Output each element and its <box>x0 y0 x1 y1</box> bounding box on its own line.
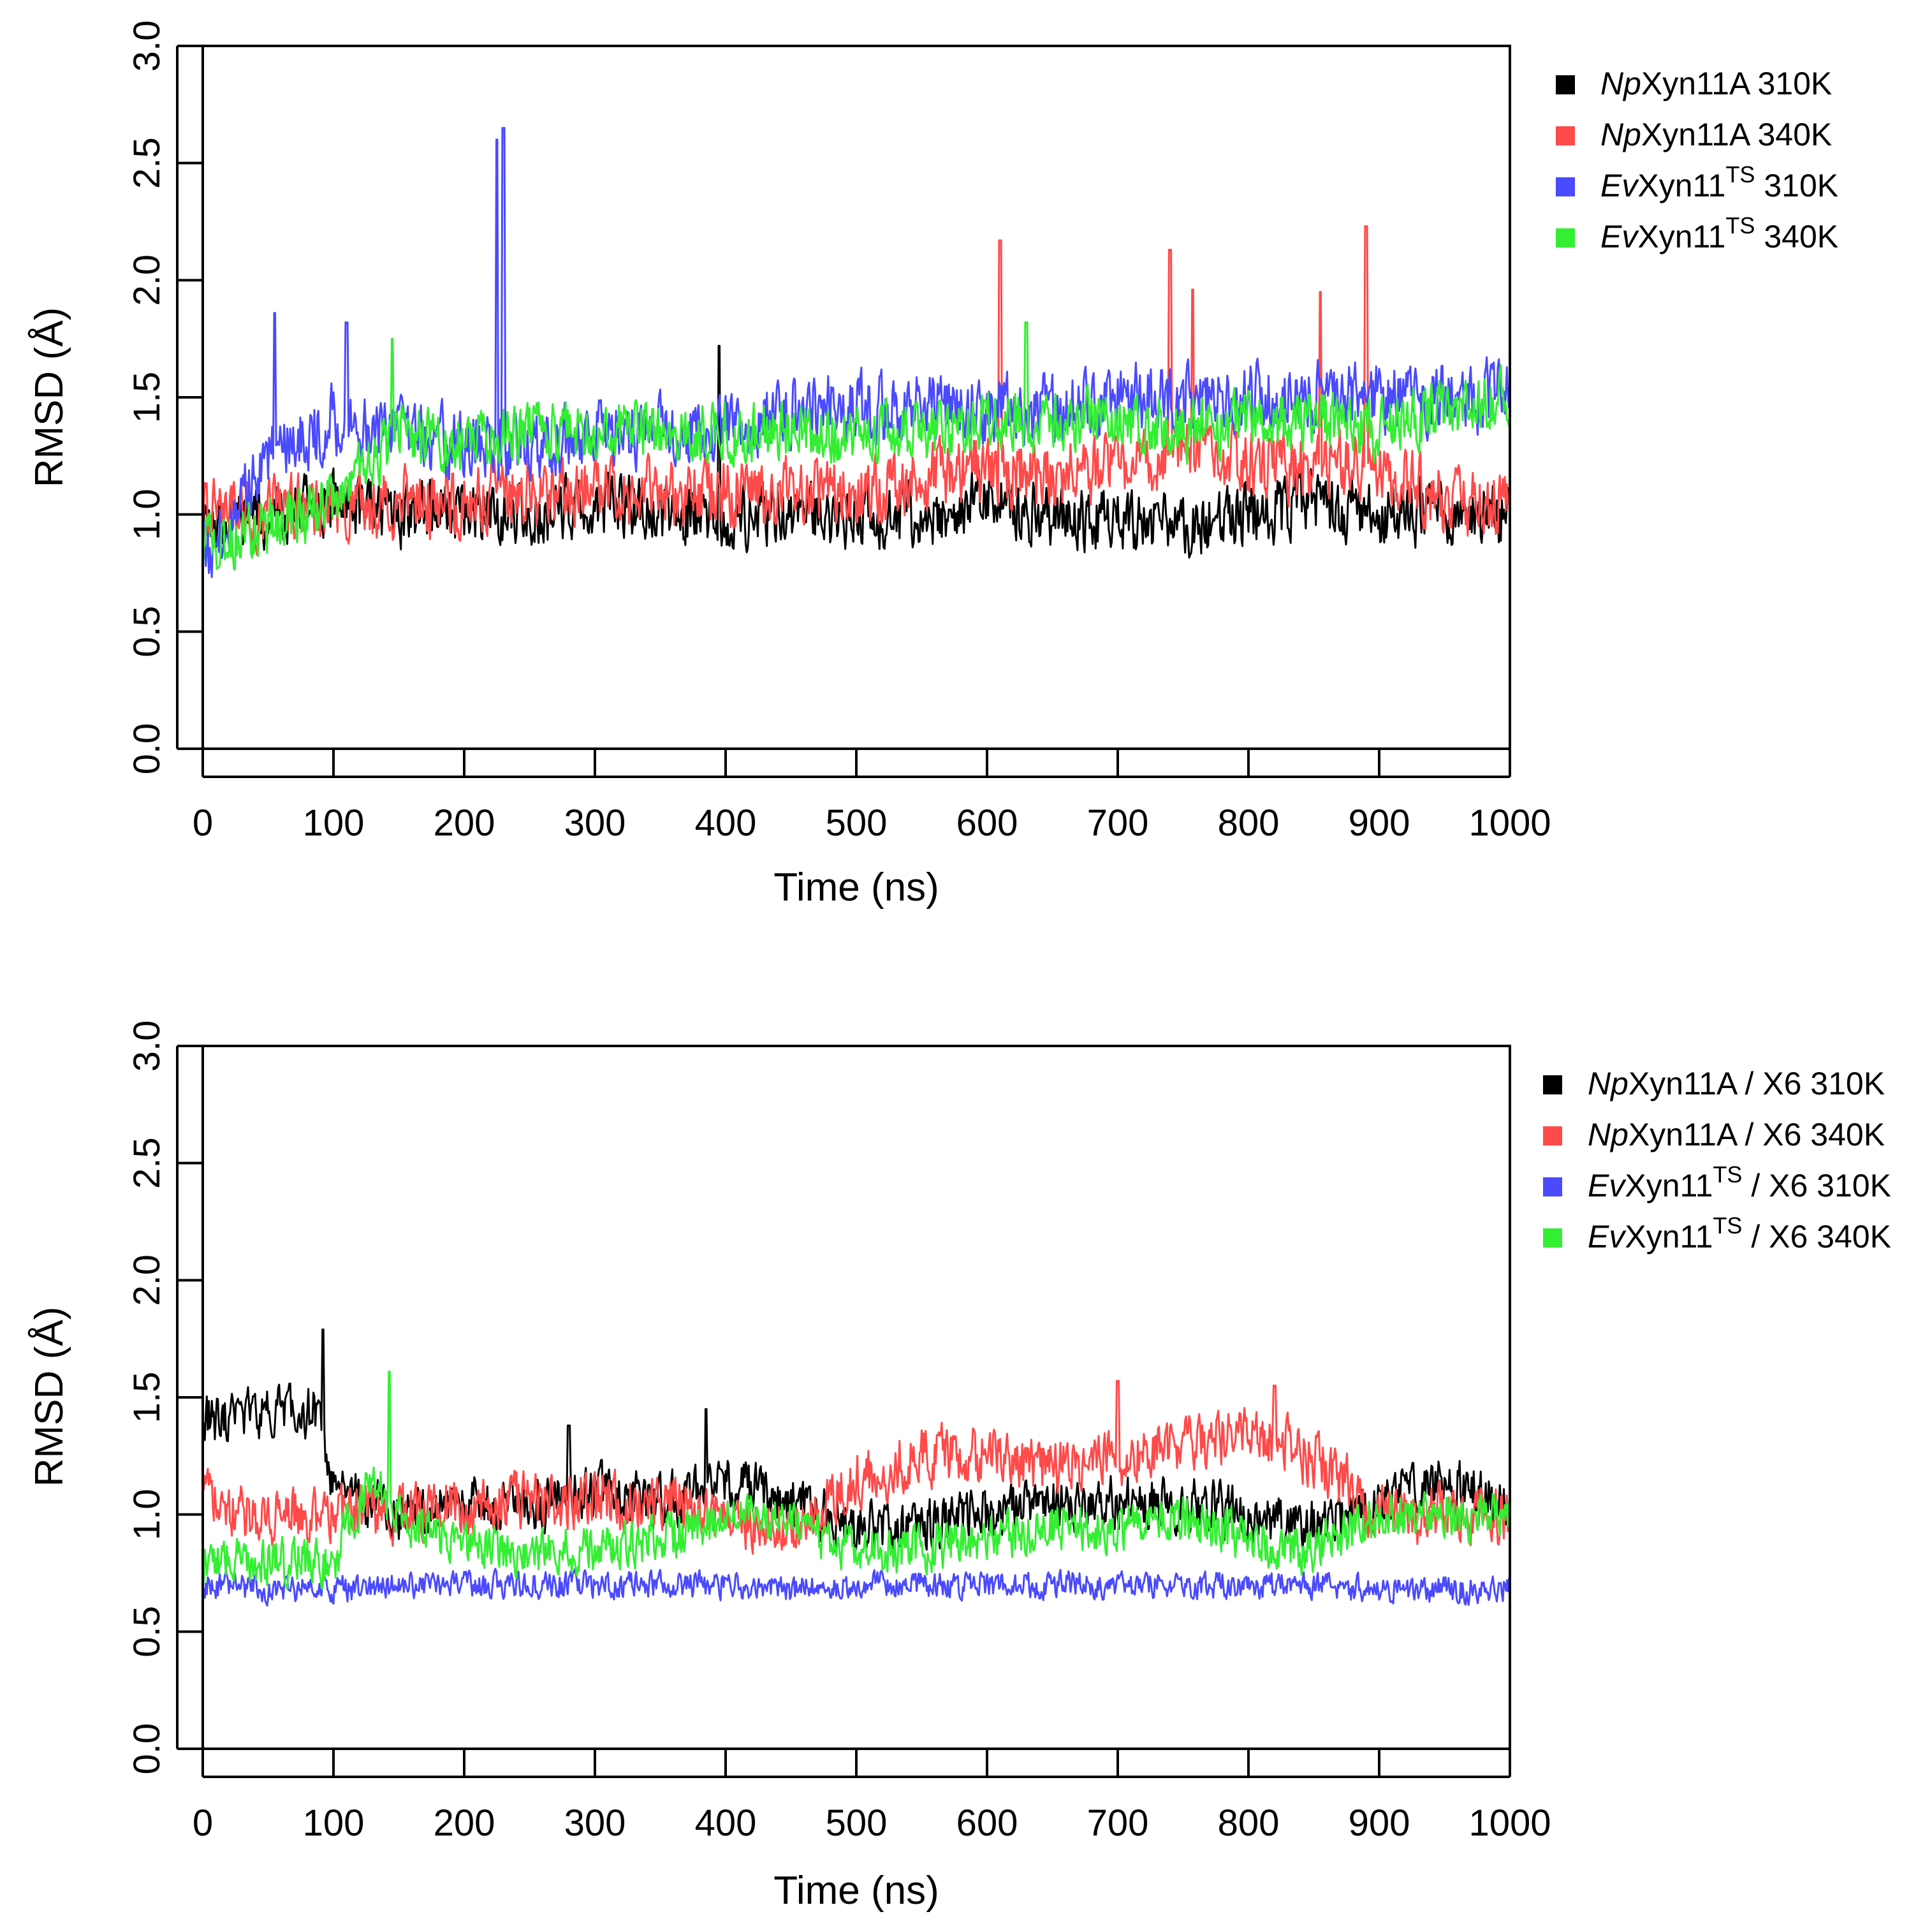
top-legend-label-2: NpXyn11A 340K <box>1600 117 1832 152</box>
bottom-legend-label-1: NpXyn11A / X6 310K <box>1588 1066 1885 1101</box>
bottom-legend-label-3: EvXyn11TS / X6 310K <box>1588 1161 1891 1203</box>
bottom-x-tick-label: 300 <box>564 1802 626 1844</box>
top-x-tick-label: 900 <box>1349 802 1410 844</box>
top-x-axis: 0 100 200 300 400 500 600 700 800 900 1000 <box>193 750 1551 844</box>
top-y-axis: 0.0 0.5 1.0 1.5 2.0 2.5 3.0 <box>126 20 201 775</box>
top-series-layer <box>201 127 1511 578</box>
bottom-x-tick-label: 200 <box>434 1802 495 1844</box>
top-legend-label-1: NpXyn11A 310K <box>1600 66 1832 101</box>
top-y-tick-label: 3.0 <box>126 20 168 72</box>
bottom-x-tick-label: 600 <box>956 1802 1018 1844</box>
top-y-tick-label: 1.5 <box>126 372 168 423</box>
bottom-y-axis-label: RMSD (Å) <box>27 1307 71 1487</box>
bottom-y-tick-label: 2.5 <box>126 1137 168 1189</box>
bottom-series-layer <box>201 1328 1511 1607</box>
bottom-x-tick-label: 500 <box>826 1802 888 1844</box>
bottom-x-axis: 0 100 200 300 400 500 600 700 800 900 1000 <box>193 1750 1551 1844</box>
top-legend-swatch-3 <box>1556 177 1575 196</box>
bottom-y-axis-label-unit: (Å) <box>27 1307 71 1360</box>
bottom-x-tick-label: 900 <box>1349 1802 1410 1844</box>
bottom-legend-label-2: NpXyn11A / X6 340K <box>1588 1117 1885 1152</box>
top-y-tick-label: 2.5 <box>126 137 168 189</box>
top-y-axis-label-unit: (Å) <box>27 307 71 360</box>
top-x-tick-label: 100 <box>303 802 365 844</box>
top-plot-frame <box>201 45 1511 750</box>
bottom-y-tick-label: 1.5 <box>126 1372 168 1424</box>
bottom-y-tick-label: 2.0 <box>126 1255 168 1306</box>
top-x-tick-label: 600 <box>956 802 1018 844</box>
bottom-legend: NpXyn11A / X6 310K NpXyn11A / X6 340K EvXy… <box>1543 1066 1891 1255</box>
bottom-series-line-1 <box>202 1328 1511 1553</box>
bottom-x-tick-label: 800 <box>1218 1802 1280 1844</box>
top-series-line-2 <box>201 225 1511 556</box>
top-x-tick-label: 800 <box>1218 802 1280 844</box>
top-x-tick-label: 500 <box>826 802 888 844</box>
bottom-x-axis-label: Time (ns) <box>773 1869 939 1913</box>
bottom-rmsd-panel: 0.0 0.5 1.0 1.5 2.0 2.5 3.0 0 100 200 300 400 500 60… <box>27 1020 1891 1913</box>
top-legend: NpXyn11A 310K NpXyn11A 340K EvXyn11TS 310K… <box>1556 66 1838 254</box>
bottom-y-tick-label: 0.5 <box>126 1606 168 1658</box>
bottom-y-axis-label-text: RMSD <box>27 1371 71 1487</box>
bottom-x-tick-label: 700 <box>1087 1802 1149 1844</box>
top-legend-swatch-1 <box>1556 75 1575 94</box>
bottom-legend-swatch-1 <box>1543 1075 1562 1094</box>
bottom-legend-swatch-3 <box>1543 1177 1562 1196</box>
top-rmsd-panel: 0.0 0.5 1.0 1.5 2.0 2.5 3.0 0 100 200 300 400 500 60… <box>27 20 1838 909</box>
bottom-legend-swatch-2 <box>1543 1126 1562 1145</box>
top-x-tick-label: 200 <box>434 802 495 844</box>
bottom-plot-frame <box>201 1045 1511 1750</box>
bottom-series-line-4 <box>201 1371 1511 1591</box>
top-y-tick-label: 0.5 <box>126 606 168 658</box>
bottom-y-tick-label: 0.0 <box>126 1723 168 1775</box>
top-x-axis-label: Time (ns) <box>773 865 939 909</box>
bottom-y-axis: 0.0 0.5 1.0 1.5 2.0 2.5 3.0 <box>126 1020 201 1775</box>
bottom-x-tick-label: 100 <box>303 1802 365 1844</box>
top-legend-swatch-2 <box>1556 126 1575 145</box>
top-x-tick-label: 0 <box>193 802 213 844</box>
bottom-x-tick-label: 1000 <box>1468 1802 1551 1844</box>
top-y-tick-label: 0.0 <box>126 723 168 775</box>
top-y-axis-label-text: RMSD <box>27 371 71 488</box>
top-x-tick-label: 400 <box>695 802 757 844</box>
bottom-x-tick-label: 400 <box>695 1802 757 1844</box>
top-x-tick-label: 300 <box>564 802 626 844</box>
top-y-axis-label: RMSD (Å) <box>27 307 71 488</box>
bottom-x-tick-label: 0 <box>193 1802 213 1844</box>
bottom-legend-label-4: EvXyn11TS / X6 340K <box>1588 1212 1891 1255</box>
top-legend-swatch-4 <box>1556 228 1575 247</box>
top-series-line-4 <box>201 321 1511 575</box>
top-y-tick-label: 1.0 <box>126 489 168 540</box>
bottom-legend-swatch-4 <box>1543 1228 1562 1247</box>
bottom-series-line-3 <box>201 1568 1511 1607</box>
bottom-y-tick-label: 1.0 <box>126 1489 168 1540</box>
top-legend-label-3: EvXyn11TS 310K <box>1600 161 1838 203</box>
top-legend-label-4: EvXyn11TS 340K <box>1600 212 1838 254</box>
top-y-tick-label: 2.0 <box>126 254 168 306</box>
top-x-tick-label: 1000 <box>1468 802 1551 844</box>
bottom-y-tick-label: 3.0 <box>126 1020 168 1072</box>
top-x-tick-label: 700 <box>1087 802 1149 844</box>
